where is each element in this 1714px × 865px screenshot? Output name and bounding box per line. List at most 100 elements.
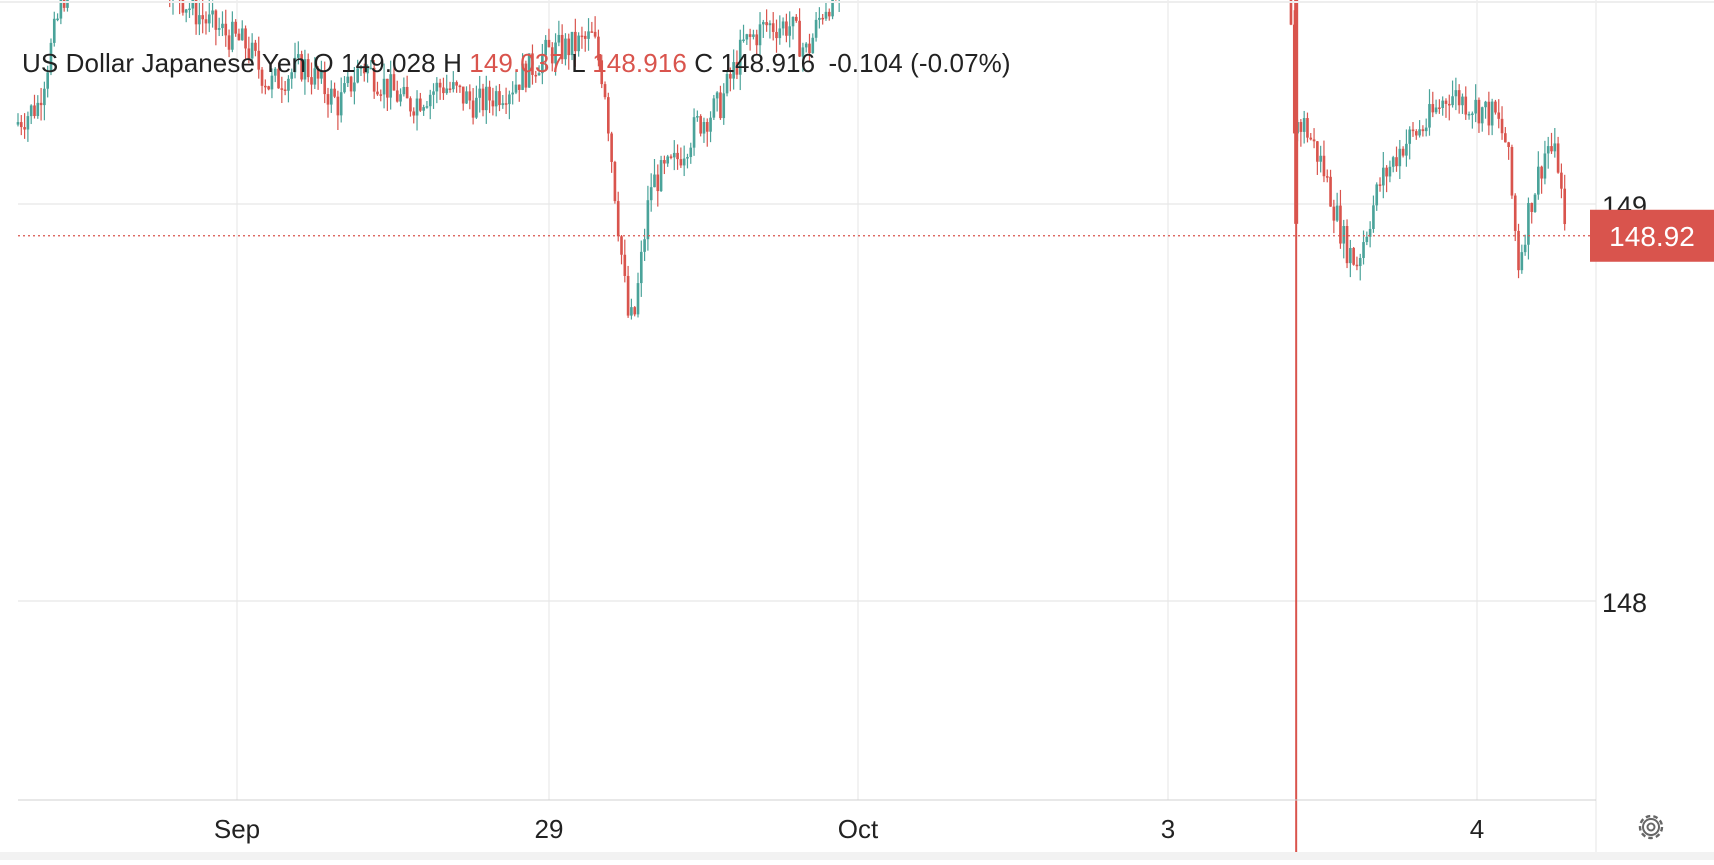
candle-body (455, 82, 458, 86)
candle-body (1461, 97, 1464, 106)
candle-body (56, 19, 59, 21)
candle-body (1418, 129, 1421, 135)
candle-body (340, 92, 343, 115)
candle-body (719, 92, 722, 118)
candle-body (709, 118, 712, 132)
candle-body (1375, 184, 1378, 205)
candle-body (284, 90, 287, 92)
candle-body (558, 35, 561, 43)
candle-body (218, 28, 221, 30)
candle-body (231, 22, 234, 50)
candle-body (511, 93, 514, 95)
candle-body (666, 156, 669, 163)
candle-body (452, 82, 455, 89)
candle-body (1488, 102, 1491, 126)
candle-body (1300, 122, 1303, 132)
candle-body (693, 117, 696, 147)
candle-body (650, 187, 653, 200)
candle-body (1560, 173, 1563, 189)
x-tick-label: 3 (1161, 814, 1175, 844)
candle-body (1547, 146, 1550, 153)
candle-body (1491, 102, 1494, 126)
candle-body (643, 239, 646, 252)
candle-body (1524, 245, 1527, 252)
candle-body (201, 15, 204, 19)
candle-body (1544, 153, 1547, 178)
candle-body (1408, 130, 1411, 144)
x-tick-label: 29 (535, 814, 564, 844)
candle-body (699, 116, 702, 133)
candle-body (1428, 104, 1431, 128)
candle-body (343, 83, 346, 92)
candle-body (1392, 157, 1395, 167)
candle-body (630, 307, 633, 315)
candle-body (264, 86, 267, 88)
candle-body (1316, 141, 1319, 161)
candle-body (234, 22, 237, 34)
candle-body (1395, 157, 1398, 166)
candle-body (478, 89, 481, 98)
candle-body (614, 162, 617, 201)
candle-body (617, 201, 620, 236)
candle-body (1540, 167, 1543, 179)
candle-body (215, 10, 218, 29)
candle-body (492, 100, 495, 106)
candle-body (379, 94, 382, 96)
candle-body (432, 91, 435, 94)
candle-body (1514, 196, 1517, 231)
candle-body (465, 91, 468, 103)
candle-body (40, 103, 43, 105)
bottom-border (0, 852, 1714, 860)
candle-body (1333, 207, 1336, 221)
candle-body (1385, 168, 1388, 177)
candle-body (383, 79, 386, 95)
candle-body (267, 86, 270, 89)
candle-body (416, 99, 419, 116)
high-label: H (443, 48, 462, 78)
candle-body (376, 92, 379, 95)
candle-body (399, 94, 402, 101)
candle-body (495, 91, 498, 106)
candle-body (1290, 0, 1293, 25)
candle-body (647, 200, 650, 239)
candle-body (1352, 248, 1355, 265)
candle-body (722, 93, 725, 118)
gear-hole (1648, 824, 1655, 831)
grid (18, 0, 1596, 800)
candle-body (281, 88, 284, 90)
candle-body (749, 34, 752, 37)
candle-body (30, 105, 33, 116)
x-tick-label: 4 (1470, 814, 1484, 844)
candle-body (1319, 156, 1322, 162)
candle-body (1339, 206, 1342, 244)
candle-body (683, 159, 686, 166)
candle-body (1534, 195, 1537, 212)
candle-body (198, 15, 201, 24)
candle-body (221, 24, 224, 28)
candle-body (1464, 97, 1467, 115)
candle-body (627, 276, 630, 316)
candle-body (386, 79, 389, 98)
candle-body (439, 83, 442, 88)
candle-body (1521, 252, 1524, 270)
candle-body (1431, 104, 1434, 112)
candle-body (1306, 118, 1309, 138)
change-value: -0.104 (828, 48, 902, 78)
candle-body (1451, 96, 1454, 105)
candle-body (337, 97, 340, 116)
candle-body (1313, 139, 1316, 141)
gear-icon[interactable] (1640, 816, 1662, 838)
candle-body (788, 26, 791, 35)
candle-body (1342, 226, 1345, 244)
open-value: 149.028 (341, 48, 436, 78)
candle-body (412, 111, 415, 115)
candle-body (1379, 184, 1382, 186)
candle-body (409, 98, 412, 111)
candle-body (752, 34, 755, 37)
candle-body (587, 31, 590, 39)
candle-body (287, 79, 290, 91)
candle-body (742, 39, 745, 41)
candle-body (33, 105, 36, 116)
candle-body (656, 175, 659, 192)
x-tick-label: Oct (838, 814, 879, 844)
